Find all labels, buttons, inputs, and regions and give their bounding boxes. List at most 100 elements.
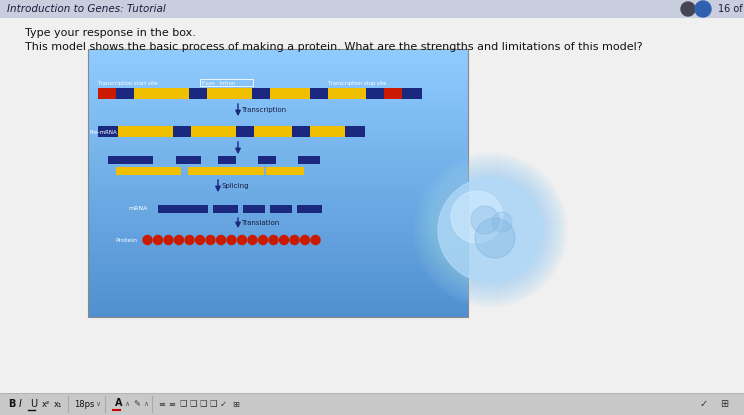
Text: This model shows the basic process of making a protein. What are the strengths a: This model shows the basic process of ma… (25, 42, 643, 52)
Bar (88, 136, 468, 137)
Bar (88, 155, 468, 156)
Bar (88, 205, 468, 206)
Bar (88, 306, 468, 307)
Bar (88, 175, 468, 176)
Bar (88, 173, 468, 174)
Bar (88, 293, 468, 294)
Bar (88, 211, 468, 212)
Bar (88, 94, 468, 95)
Bar (88, 239, 468, 240)
Bar (88, 176, 468, 177)
Bar (88, 123, 468, 124)
Bar (88, 82, 468, 83)
Bar (88, 73, 468, 74)
Bar (88, 157, 468, 158)
Bar (88, 133, 468, 134)
Bar (88, 288, 468, 289)
Bar (88, 159, 468, 160)
Bar (88, 305, 468, 306)
Text: Transcription stop site: Transcription stop site (328, 81, 386, 86)
Text: Transcription: Transcription (241, 107, 286, 113)
Bar (88, 304, 468, 305)
Bar (88, 186, 468, 187)
Circle shape (143, 235, 152, 244)
Bar (266, 167, 304, 175)
Bar (88, 54, 468, 55)
Bar (88, 312, 468, 313)
Bar (88, 269, 468, 270)
Bar (88, 307, 468, 308)
Bar (88, 134, 468, 135)
Text: ∨: ∨ (95, 401, 100, 407)
Circle shape (217, 235, 225, 244)
Bar (88, 246, 468, 247)
Bar (88, 187, 468, 188)
Bar (88, 259, 468, 260)
Bar (402, 88, 422, 99)
Bar (88, 296, 468, 297)
Bar (88, 135, 468, 136)
Bar (88, 223, 468, 224)
Text: Transcription start site: Transcription start site (98, 81, 158, 86)
Bar (88, 117, 468, 118)
Bar (134, 88, 189, 99)
Bar (88, 207, 468, 208)
Bar (270, 88, 310, 99)
Bar (218, 156, 236, 164)
Bar (88, 85, 468, 86)
Bar (88, 114, 468, 115)
Bar (88, 65, 468, 66)
Bar (88, 79, 468, 80)
Bar (88, 108, 468, 109)
Bar (88, 161, 468, 162)
Bar (88, 299, 468, 300)
Bar (88, 75, 468, 76)
Circle shape (269, 235, 278, 244)
Bar (88, 196, 468, 197)
Circle shape (311, 235, 320, 244)
Bar (88, 282, 468, 283)
Bar (88, 228, 468, 229)
Bar (88, 252, 468, 253)
Bar (88, 138, 468, 139)
Bar (88, 96, 468, 97)
Bar (88, 167, 468, 168)
Bar (88, 301, 468, 302)
Bar (88, 208, 468, 209)
Bar (88, 294, 468, 295)
Bar (188, 167, 228, 175)
Bar (88, 272, 468, 273)
Bar (88, 164, 468, 165)
Bar (88, 188, 468, 189)
Bar (88, 253, 468, 254)
Bar (88, 181, 468, 182)
Bar (88, 271, 468, 272)
Bar (88, 55, 468, 56)
Bar (98, 88, 116, 99)
Bar (88, 225, 468, 226)
Text: 18ps: 18ps (74, 400, 94, 408)
Bar (88, 158, 468, 159)
Bar (292, 126, 310, 137)
Bar (88, 276, 468, 277)
Bar (310, 126, 345, 137)
Bar (88, 242, 468, 243)
Bar (88, 286, 468, 287)
Bar (207, 88, 252, 99)
Bar (88, 59, 468, 60)
Bar (254, 126, 292, 137)
Bar (88, 221, 468, 222)
Bar (88, 49, 468, 317)
Bar (88, 191, 468, 192)
Bar (88, 284, 468, 285)
Bar (88, 171, 468, 172)
Bar (88, 152, 468, 153)
Bar (88, 101, 468, 102)
Text: U: U (30, 399, 37, 409)
Bar (88, 93, 468, 94)
Bar (88, 257, 468, 258)
Text: B: B (8, 399, 16, 409)
Bar (98, 126, 118, 137)
Bar (88, 146, 468, 147)
Bar (366, 88, 384, 99)
